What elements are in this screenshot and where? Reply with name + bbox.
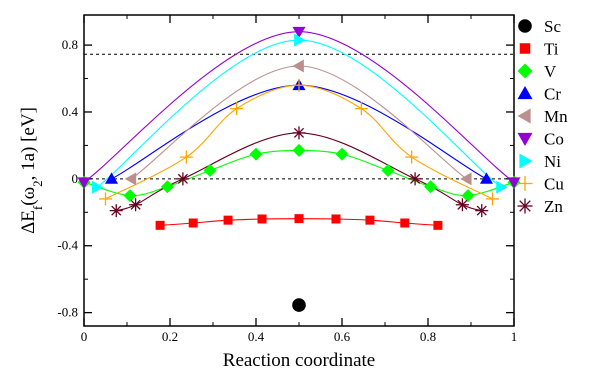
- legend-marker-co: [517, 132, 533, 146]
- data-point-v: [424, 180, 438, 194]
- data-point-v: [249, 147, 263, 161]
- data-point-v: [160, 180, 174, 194]
- legend-marker-cu: [517, 176, 533, 191]
- data-point-zn: [176, 172, 190, 186]
- x-tick-label: 1: [511, 329, 518, 344]
- legend-label-ni: Ni: [544, 152, 561, 171]
- y-tick-label: 0.4: [62, 104, 79, 119]
- data-point-zn: [455, 198, 469, 212]
- x-tick-label: 0.4: [248, 329, 265, 344]
- data-point-ti: [188, 218, 198, 228]
- data-point-mn: [124, 172, 137, 186]
- data-point-ti: [331, 214, 341, 224]
- data-point-zn: [475, 204, 489, 218]
- data-point-v: [335, 147, 349, 161]
- legend-marker-ti: [519, 43, 531, 54]
- y-tick-label: 0: [72, 171, 79, 186]
- x-tick-label: 0.8: [420, 329, 436, 344]
- data-point-mn: [460, 172, 472, 186]
- data-point-v: [461, 189, 475, 203]
- data-point-cu: [292, 78, 306, 92]
- data-point-ti: [155, 220, 165, 230]
- legend-label-v: V: [544, 62, 557, 81]
- series-line-co: [83, 31, 515, 183]
- data-point-co: [292, 26, 306, 39]
- legend-label-mn: Mn: [544, 107, 568, 126]
- data-point-zn: [129, 198, 143, 212]
- x-tick-label: 0: [81, 329, 88, 344]
- data-point-cr: [105, 172, 119, 184]
- legend-marker-sc: [518, 19, 532, 33]
- data-point-cu: [179, 150, 193, 164]
- data-point-v: [292, 143, 306, 157]
- data-point-cu: [99, 192, 112, 206]
- legend-marker-zn: [517, 198, 533, 214]
- x-tick-label: 0.2: [162, 329, 178, 344]
- x-axis-title: Reaction coordinate: [223, 350, 375, 371]
- data-point-cr: [479, 172, 493, 184]
- series-line-cu: [105, 84, 493, 200]
- data-point-ni: [294, 33, 306, 47]
- legend-marker-mn: [517, 108, 531, 124]
- legend: Sc Ti V Cr Mn Co Ni Cu Zn: [517, 17, 568, 216]
- data-point-mn: [292, 59, 304, 73]
- data-point-ti: [257, 214, 267, 224]
- data-point-v: [203, 164, 217, 177]
- data-point-co: [507, 177, 521, 189]
- y-axis-title: ΔEf(ω2, 1a) [eV]: [18, 107, 45, 234]
- data-point-zn: [408, 172, 422, 186]
- series-line-v: [83, 149, 515, 197]
- plot-area: 0 0.2 0.4 0.6 0.8 1 -0.8 -0.4 0 0.4 0.8: [57, 14, 521, 344]
- data-point-ti: [400, 218, 410, 228]
- data-point-cu: [486, 192, 499, 206]
- y-tick-label: -0.8: [57, 305, 78, 320]
- legend-marker-cr: [517, 86, 533, 100]
- series-line-ni: [96, 39, 502, 188]
- data-point-sc: [292, 298, 306, 312]
- data-point-cu: [405, 150, 419, 164]
- data-point-ti: [294, 214, 304, 224]
- data-point-zn: [109, 204, 123, 218]
- plot-frame: [83, 14, 515, 327]
- legend-label-cu: Cu: [544, 175, 564, 194]
- legend-label-ti: Ti: [544, 40, 559, 59]
- data-point-ni: [92, 180, 104, 194]
- data-point-ti: [433, 220, 443, 230]
- legend-label-co: Co: [544, 130, 564, 149]
- data-point-v: [381, 164, 395, 177]
- data-point-cu: [354, 102, 368, 116]
- data-point-ti: [223, 215, 233, 225]
- data-point-ti: [365, 215, 375, 225]
- x-tick-label: 0.6: [334, 329, 351, 344]
- legend-label-sc: Sc: [544, 17, 561, 36]
- legend-marker-v: [517, 63, 533, 79]
- y-tick-label: -0.4: [57, 238, 78, 253]
- data-point-co: [77, 177, 91, 189]
- legend-label-cr: Cr: [544, 85, 561, 104]
- legend-label-zn: Zn: [544, 197, 563, 216]
- data-point-cu: [230, 102, 244, 116]
- legend-marker-ni: [519, 153, 533, 169]
- data-point-ni: [496, 180, 508, 194]
- y-tick-label: 0.8: [62, 37, 78, 52]
- data-point-v: [123, 189, 137, 203]
- data-point-zn: [292, 126, 306, 140]
